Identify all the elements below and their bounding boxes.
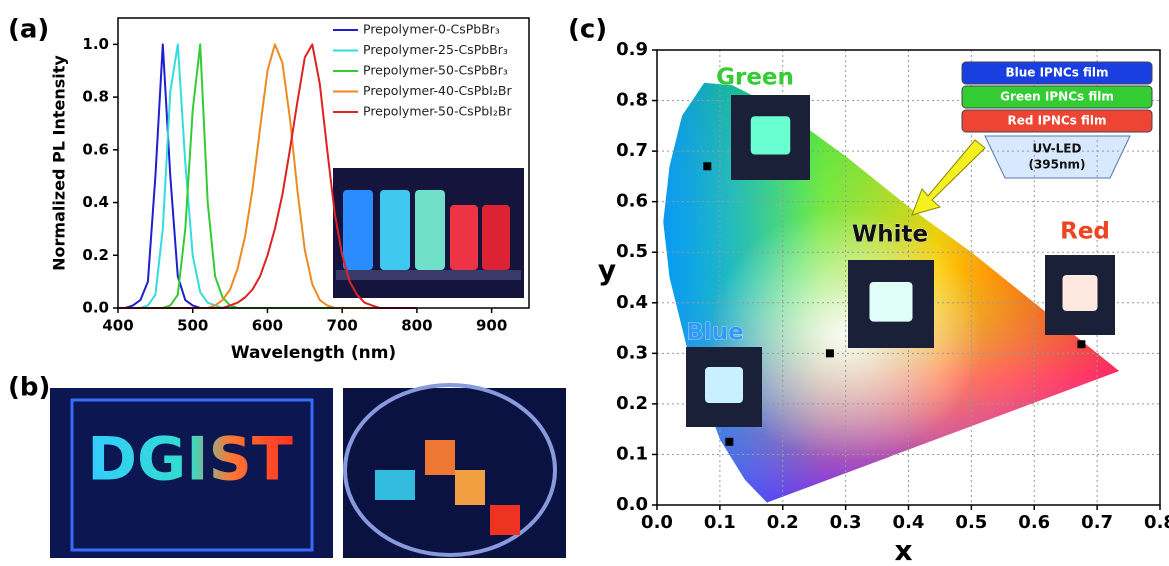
x-tick-label: 0.6 [1018, 512, 1050, 533]
x-tick-label: 0.2 [767, 512, 799, 533]
legend-label: Prepolymer-40-CsPbI₂Br [363, 83, 512, 98]
y-tick-label: 0.7 [616, 140, 648, 161]
x-tick-label: 0.4 [893, 512, 925, 533]
x-tick-label: 0.0 [641, 512, 673, 533]
y-tick-label: 0.9 [616, 39, 648, 60]
point [703, 162, 711, 170]
legend-label: Prepolymer-50-CsPbI₂Br [363, 104, 512, 119]
x-tick-label: 800 [401, 317, 432, 335]
point [826, 349, 834, 357]
y-tick-label: 0.3 [616, 342, 648, 363]
annotation: Green [716, 65, 794, 91]
page: DGIST (b) 400 500 600 700 800 900 0.0 0.2 0.4 0.6… [0, 0, 1169, 566]
led-glow [705, 367, 743, 403]
led-label: UV-LED [1033, 142, 1082, 156]
x-tick-label: 600 [252, 317, 283, 335]
y-axis-label: y [598, 254, 616, 287]
x-tick-label: 0.1 [704, 512, 736, 533]
y-tick-label: 0.0 [616, 494, 648, 515]
y-tick-label: 0.4 [616, 292, 648, 313]
x-tick-label: 500 [177, 317, 208, 335]
led-label: (395nm) [1028, 158, 1085, 172]
point [725, 438, 733, 446]
y-tick-label: 0.0 [82, 299, 109, 317]
led-glow [751, 116, 791, 154]
legend-label: Prepolymer-50-CsPbBr₃ [363, 63, 508, 78]
led-glow [870, 282, 913, 322]
x-tick-label: 400 [102, 317, 133, 335]
legend-label: Prepolymer-25-CsPbBr₃ [363, 42, 508, 57]
x-tick-label: 700 [327, 317, 358, 335]
led-glow [1063, 275, 1098, 311]
x-axis-label: x [894, 534, 912, 566]
y-tick-label: 0.1 [616, 443, 648, 464]
point [1077, 340, 1085, 348]
y-tick-label: 0.6 [616, 191, 648, 212]
y-axis-label: Normalized PL Intensity [50, 55, 69, 271]
x-tick-label: 0.3 [830, 512, 862, 533]
x-tick-label: 900 [476, 317, 507, 335]
film-label: Red IPNCs film [1007, 114, 1106, 128]
figure: DGIST (b) 400 500 600 700 800 900 0.0 0.2 0.4 0.6… [0, 0, 1169, 566]
panel-label: (a) [8, 15, 49, 45]
x-tick-label: 0.5 [955, 512, 987, 533]
x-tick-label: 0.7 [1081, 512, 1113, 533]
y-tick-label: 0.2 [616, 393, 648, 414]
x-tick-label: 0.8 [1144, 512, 1169, 533]
annotation: Red [1060, 219, 1110, 245]
panel-label: (c) [568, 15, 607, 45]
y-tick-label: 0.6 [82, 140, 109, 158]
panel-label: (b) [8, 373, 50, 403]
x-axis-label: Wavelength (nm) [231, 343, 396, 363]
y-tick-label: 0.4 [82, 193, 109, 211]
annotation: White [852, 222, 928, 248]
inset-photo [333, 168, 524, 298]
photo-left: DGIST [50, 388, 333, 558]
y-tick-label: 0.8 [616, 90, 648, 111]
y-tick-label: 0.8 [82, 88, 109, 106]
photo-right [343, 385, 566, 558]
annotation: Blue [686, 320, 743, 346]
legend-label: Prepolymer-0-CsPbBr₃ [363, 22, 500, 37]
photo-text: DGIST [87, 425, 293, 495]
film-label: Green IPNCs film [1000, 90, 1114, 104]
y-tick-label: 0.2 [82, 246, 109, 264]
y-tick-label: 1.0 [82, 35, 109, 53]
y-tick-label: 0.5 [616, 241, 648, 262]
film-label: Blue IPNCs film [1005, 66, 1108, 80]
